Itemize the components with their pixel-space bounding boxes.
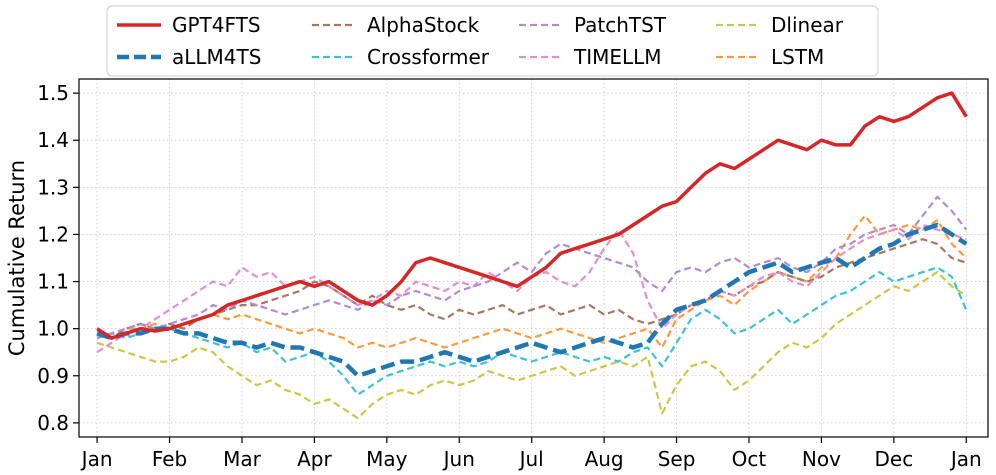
y-axis-ticks: 0.8 0.9 1.0 1.1 1.2 1.3 1.4 1.5 bbox=[37, 81, 79, 435]
series-line-crossformer bbox=[96, 266, 968, 396]
plot-frame bbox=[78, 78, 989, 438]
series-line-gpt4fts bbox=[96, 91, 968, 340]
x-tick-label: Jul bbox=[518, 447, 544, 471]
x-tick-label: Feb bbox=[152, 447, 187, 471]
series-line-allm4ts bbox=[96, 222, 968, 379]
x-tick-label: Nov bbox=[802, 447, 841, 471]
series-line-alphastock bbox=[96, 238, 967, 340]
y-tick-label: 1.3 bbox=[37, 175, 69, 199]
x-tick-label: Jan bbox=[80, 447, 113, 471]
x-tick-label: May bbox=[366, 447, 408, 471]
x-tick-label: Mar bbox=[223, 447, 262, 471]
y-tick-label: 1.1 bbox=[37, 270, 69, 294]
series-line-dlinear bbox=[96, 271, 967, 420]
legend-label-timellm: TIMELLM bbox=[573, 45, 662, 69]
x-tick-label: Aug bbox=[585, 447, 624, 471]
y-tick-label: 1.2 bbox=[37, 222, 69, 246]
legend-label-crossformer: Crossformer bbox=[367, 45, 490, 69]
y-tick-label: 1.0 bbox=[37, 317, 69, 341]
legend-frame bbox=[106, 5, 879, 77]
legend-label-dlinear: Dlinear bbox=[771, 13, 844, 37]
legend-label-lstm: LSTM bbox=[771, 45, 824, 69]
legend-label-gpt4fts: GPT4FTS bbox=[172, 13, 261, 37]
y-tick-label: 1.4 bbox=[37, 128, 69, 152]
legend-label-allm4ts: aLLM4TS bbox=[172, 45, 261, 69]
series-line-lstm bbox=[96, 214, 968, 349]
y-tick-label: 0.8 bbox=[37, 411, 69, 435]
x-tick-label: Jun bbox=[442, 447, 475, 471]
legend: GPT4FTS aLLM4TS AlphaStock Crossformer Patch… bbox=[106, 5, 879, 77]
x-tick-label: Sep bbox=[658, 447, 696, 471]
y-tick-label: 1.5 bbox=[37, 81, 69, 105]
x-tick-label: Jan bbox=[949, 447, 982, 471]
series-lines bbox=[96, 91, 968, 420]
x-tick-label: Oct bbox=[732, 447, 767, 471]
legend-items: GPT4FTS aLLM4TS AlphaStock Crossformer Patch… bbox=[117, 13, 844, 69]
x-axis-ticks: Jan Feb Mar Apr May Jun Jul Aug Sep Oct Nov Dec Jan bbox=[80, 437, 982, 471]
x-tick-label: Apr bbox=[297, 447, 332, 471]
y-axis-label: Cumulative Return bbox=[5, 160, 29, 356]
legend-label-patchtst: PatchTST bbox=[574, 13, 667, 37]
y-tick-label: 0.9 bbox=[37, 364, 69, 388]
x-tick-label: Dec bbox=[874, 447, 913, 471]
grid bbox=[79, 79, 988, 437]
legend-label-alphastock: AlphaStock bbox=[367, 13, 480, 37]
